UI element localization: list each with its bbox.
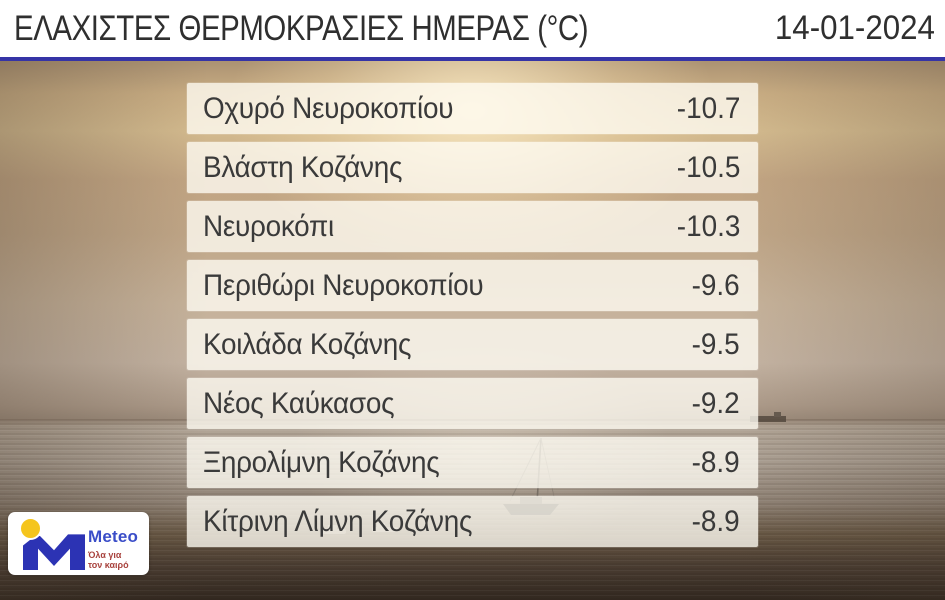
temperature-row: Ξηρολίμνη Κοζάνης -8.9 (187, 437, 758, 488)
station-name: Κοιλάδα Κοζάνης (203, 327, 412, 361)
station-name: Βλάστη Κοζάνης (203, 150, 403, 184)
temperature-row: Οχυρό Νευροκοπίου -10.7 (187, 83, 758, 134)
page-title: ΕΛΑΧΙΣΤΕΣ ΘΕΡΜΟΚΡΑΣΙΕΣ ΗΜΕΡΑΣ (°C) (14, 8, 589, 48)
temperature-value: -9.2 (691, 386, 740, 420)
m-letter-icon (23, 534, 85, 570)
meteo-logo: Meteo Όλα για τον καιρό (8, 512, 149, 575)
header-divider (0, 57, 945, 61)
temperature-row: Νευροκόπι -10.3 (187, 201, 758, 252)
sun-dot-icon (19, 517, 42, 540)
temperature-row: Περιθώρι Νευροκοπίου -9.6 (187, 260, 758, 311)
station-name: Οχυρό Νευροκοπίου (203, 91, 454, 125)
temperature-value: -10.3 (676, 209, 740, 243)
temperature-value: -9.6 (691, 268, 740, 302)
temperature-value: -9.5 (691, 327, 740, 361)
station-name: Ξηρολίμνη Κοζάνης (203, 445, 440, 479)
logo-text-block: Meteo Όλα για τον καιρό (88, 527, 138, 571)
temperature-row: Κοιλάδα Κοζάνης -9.5 (187, 319, 758, 370)
distant-ship-silhouette (750, 412, 786, 422)
temperature-value: -8.9 (691, 445, 740, 479)
station-name: Περιθώρι Νευροκοπίου (203, 268, 484, 302)
meteo-m-mark (23, 532, 85, 570)
temperature-value: -8.9 (691, 504, 740, 538)
header-bar: ΕΛΑΧΙΣΤΕΣ ΘΕΡΜΟΚΡΑΣΙΕΣ ΗΜΕΡΑΣ (°C) 14-01… (0, 0, 945, 57)
temperature-value: -10.5 (676, 150, 740, 184)
station-name: Κίτρινη Λίμνη Κοζάνης (203, 504, 473, 538)
temperature-list: Οχυρό Νευροκοπίου -10.7 Βλάστη Κοζάνης -… (187, 83, 758, 555)
station-name: Νέος Καύκασος (203, 386, 395, 420)
logo-tagline-line2: τον καιρό (88, 560, 129, 571)
temperature-row: Κίτρινη Λίμνη Κοζάνης -8.9 (187, 496, 758, 547)
temperature-row: Βλάστη Κοζάνης -10.5 (187, 142, 758, 193)
temperature-row: Νέος Καύκασος -9.2 (187, 378, 758, 429)
logo-tagline-line1: Όλα για (88, 550, 122, 560)
station-name: Νευροκόπι (203, 209, 334, 243)
logo-tagline: Όλα για τον καιρό (88, 550, 138, 571)
logo-brand-name: Meteo (88, 527, 139, 546)
temperature-value: -10.7 (676, 91, 740, 125)
date-label: 14-01-2024 (774, 9, 935, 47)
